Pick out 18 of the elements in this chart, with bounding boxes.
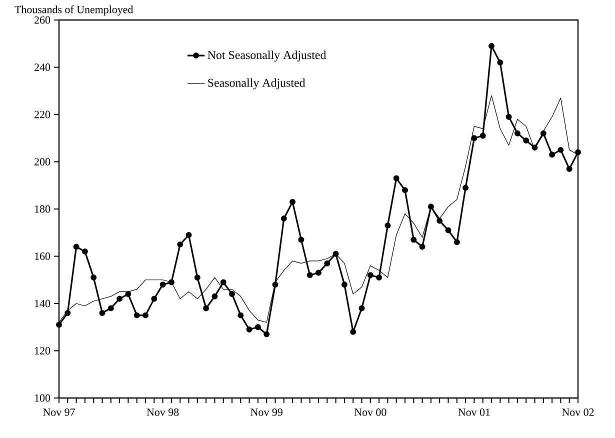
y-tick-label: 100	[35, 394, 50, 402]
y-tick-label: 240	[34, 64, 50, 71]
legend-label: Seasonally Adjusted	[208, 78, 306, 90]
y-tick-label: 160	[35, 252, 50, 260]
y-tick-label: 260	[34, 16, 50, 24]
y-axis-title: Thousands of Unemployed	[14, 5, 134, 16]
y-tick-label: 120	[35, 347, 50, 354]
x-tick-label: Nov 01	[458, 408, 490, 416]
y-tick-label: 140	[35, 300, 50, 308]
y-tick-label: 220	[34, 110, 50, 118]
x-tick-label: Nov 98	[146, 408, 179, 416]
x-tick-label: Nov 97	[43, 408, 75, 416]
y-tick-label: 200	[34, 158, 50, 166]
x-tick-label: Nov 99	[250, 408, 282, 416]
y-tick-label: 180	[35, 205, 50, 213]
x-tick-label: Nov 02	[562, 408, 594, 416]
x-tick-label: Nov 00	[354, 408, 386, 416]
legend-label: Not Seasonally Adjusted	[208, 50, 326, 62]
